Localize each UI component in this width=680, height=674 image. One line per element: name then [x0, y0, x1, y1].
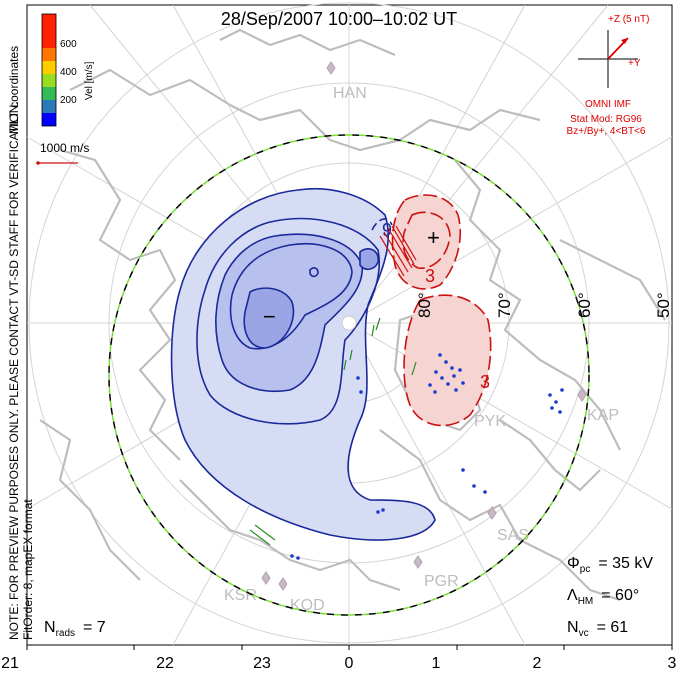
mlt-tick-22: 22: [156, 655, 174, 672]
radar-label-pyk: PYK: [474, 413, 506, 430]
negative-potential-cell: 9 −: [170, 187, 436, 541]
velocity-vector-lines: [249, 317, 417, 546]
colorbar-tick-400: 400: [60, 67, 77, 78]
radar-label-kap: KAP: [587, 407, 619, 424]
radar-label-ksr: KSR: [224, 587, 257, 604]
lat-label-60: 60°: [575, 292, 594, 318]
stat-n-vc: Nvc = 61: [567, 619, 628, 639]
fit-order-note: FitOrder: 8, mapEX format: [21, 499, 35, 640]
positive-potential-cell: + 3 3: [379, 194, 492, 427]
reference-vector-label: 1000 m/s: [40, 141, 89, 155]
radar-label-pgr: PGR: [424, 573, 459, 590]
imf-y-label: +Y: [628, 58, 641, 69]
imf-source: OMNI IMF: [585, 99, 631, 110]
reference-vector: 1000 m/s: [36, 141, 89, 165]
coordinate-note: MLT coordinates: [7, 46, 21, 134]
radar-label-sas: SAS: [497, 527, 529, 544]
radar-label-han: HAN: [333, 85, 367, 102]
lat-label-70: 70°: [495, 292, 514, 318]
stat-lambda-hm: ΛHM = 60°: [567, 587, 639, 607]
imf-dial: +Z (5 nT) +Y OMNI IMF Stat Mod: RG96 Bz+…: [567, 14, 650, 137]
colorbar-tick-200: 200: [60, 95, 77, 106]
velocity-colorbar: 600 400 200 Vel [m/s]: [41, 13, 95, 127]
colorbar-label: Vel [m/s]: [84, 61, 95, 100]
stat-n-rads: Nrads = 7: [44, 619, 106, 639]
imf-z-label: +Z (5 nT): [608, 14, 649, 25]
lat-label-80: 80°: [415, 292, 434, 318]
map-title: 28/Sep/2007 10:00–10:02 UT: [221, 9, 457, 29]
positive-contour-label-2: 3: [480, 372, 490, 392]
hm-boundary-alt: [108, 134, 590, 616]
mlt-tick-23: 23: [253, 655, 271, 672]
mlt-tick-3: 3: [668, 655, 677, 672]
mlt-axis-ticks: [26, 645, 673, 650]
preview-note: NOTE: FOR PREVIEW PURPOSES ONLY. PLEASE …: [7, 101, 21, 640]
pole-marker: [341, 315, 357, 331]
stat-model-label: Stat Mod: RG96: [570, 114, 642, 125]
stat-phi-pc: Φpc = 35 kV: [567, 555, 653, 575]
coastlines: [39, 28, 666, 602]
mlt-tick-21: 21: [1, 655, 19, 672]
negative-contour-label: 9: [382, 220, 392, 240]
mlt-tick-0: 0: [345, 655, 354, 672]
mlt-tick-1: 1: [432, 655, 441, 672]
colorbar-tick-600: 600: [60, 39, 77, 50]
positive-contour-label: 3: [425, 266, 435, 286]
radar-site-markers: [261, 61, 587, 591]
lat-label-50: 50°: [654, 292, 673, 318]
maximum-marker: +: [427, 225, 440, 250]
velocity-vectors: [290, 353, 564, 560]
minimum-marker: −: [263, 304, 276, 329]
mlt-tick-2: 2: [533, 655, 542, 672]
stat-model-condition: Bz+/By+, 4<BT<6: [567, 126, 646, 137]
